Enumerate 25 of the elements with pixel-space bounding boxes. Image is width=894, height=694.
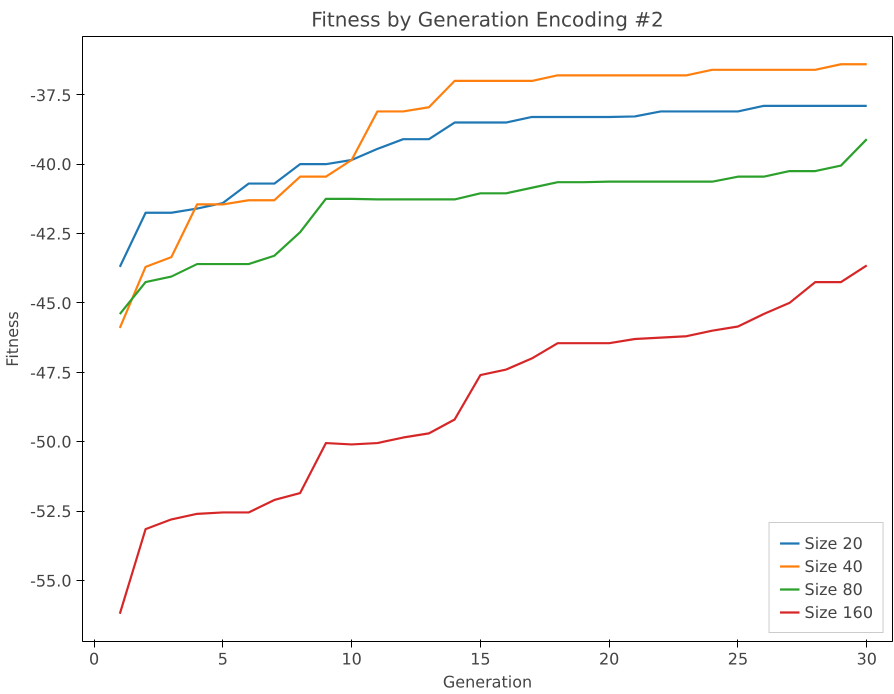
x-tick-label: 15 — [470, 650, 491, 668]
line-series — [118, 138, 868, 316]
legend-label: Size 160 — [804, 602, 873, 622]
line-series — [118, 104, 868, 268]
x-tick-label: 10 — [341, 650, 362, 668]
x-tick-label: 20 — [599, 650, 620, 668]
y-tick-label: -47.5 — [30, 363, 72, 382]
y-tick-label: -55.0 — [30, 571, 72, 590]
x-tick-label: 0 — [89, 650, 100, 668]
y-tick-label: -42.5 — [30, 224, 72, 244]
x-tick-label: 5 — [218, 650, 228, 668]
y-tick-label: -45.0 — [30, 294, 72, 313]
legend-label: Size 80 — [804, 580, 863, 598]
x-tick-label: 25 — [728, 650, 748, 668]
y-tick-label: -37.5 — [30, 86, 72, 105]
line-series — [118, 63, 868, 329]
y-tick-label: -50.0 — [30, 432, 72, 452]
x-axis-title: Generation — [442, 672, 532, 692]
legend-label: Size 40 — [804, 556, 863, 576]
x-tick-label: 30 — [856, 650, 877, 668]
chart-title: Fitness by Generation Encoding #2 — [311, 8, 664, 32]
y-tick-label: -52.5 — [30, 502, 72, 522]
legend-label: Size 20 — [804, 534, 863, 552]
y-axis-title: Fitness — [3, 311, 22, 367]
y-tick-label: -40.0 — [30, 155, 72, 174]
